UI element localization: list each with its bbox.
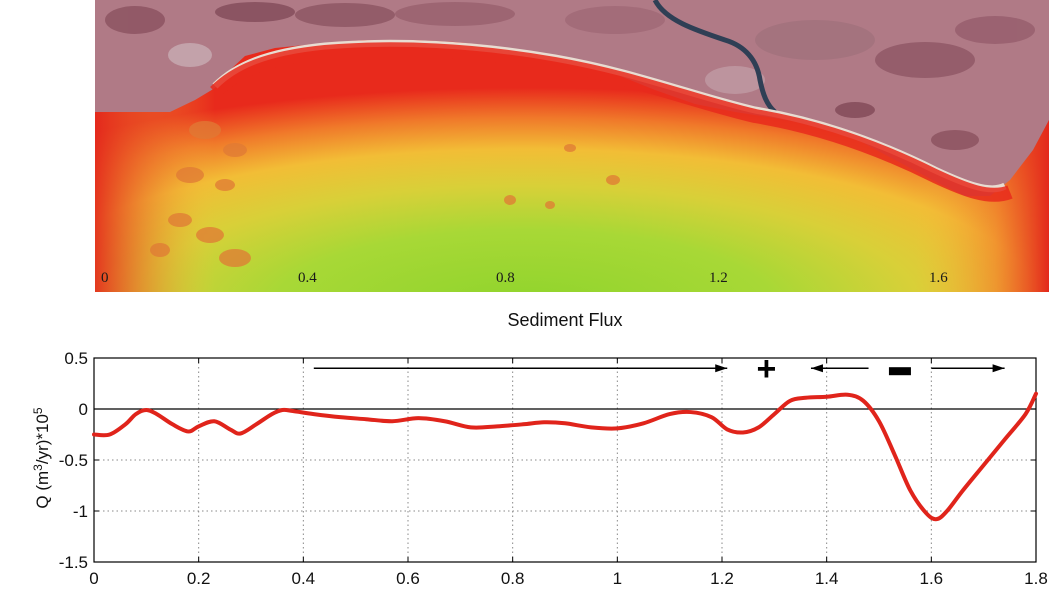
plot-area: 0 0.2 0.4 0.6 0.8 1 1.2 1.4 1.6 1.8 0.5 0 -0.5 -1 -1.5… [59,349,1048,588]
arrow-head [715,364,728,373]
x-tick-label: 0 [89,569,98,588]
y-tick-label: 0 [79,400,88,419]
y-tick-label: -0.5 [59,451,88,470]
sediment-patches [150,121,620,267]
x-tick-label: 0.2 [187,569,211,588]
x-tick-label: 1.6 [920,569,944,588]
arrow-head [810,364,823,373]
plot-frame [93,357,1037,563]
y-tick-label: -1 [73,502,88,521]
x-tick-label: 0.6 [396,569,420,588]
arrow-head [992,364,1005,373]
erosion-sign [888,367,911,376]
map-distance-label: 0.8 [496,270,515,286]
y-tick-label: 0.5 [64,349,88,368]
x-tick-label: 0.8 [501,569,525,588]
map-distance-label: 1.6 [929,270,948,286]
x-tick-label: 1.8 [1024,569,1048,588]
x-tick-label: 1.2 [710,569,734,588]
accretion-sign: + [757,350,777,388]
map-distance-label: 0.4 [298,270,317,286]
x-tick-label: 1 [613,569,622,588]
y-tick-label: -1.5 [59,553,88,572]
map-distance-label: 1.2 [709,270,728,286]
chart-title: Sediment Flux [507,310,622,330]
x-tick-label: 1.4 [815,569,839,588]
aerial-map: 0 0.4 0.8 1.2 1.6 [95,0,1049,292]
river [652,0,777,114]
y-axis-label: Q (m3/yr)*105 [31,407,52,509]
land-texture [105,2,1035,150]
x-tick-label: 0.4 [292,569,316,588]
sediment-flux-chart: Sediment Flux Q (m3/yr)*105 0 0.2 0.4 0.6 0.… [31,310,1048,588]
flux-series-line [92,391,1038,522]
map-distance-label: 0 [101,270,109,286]
